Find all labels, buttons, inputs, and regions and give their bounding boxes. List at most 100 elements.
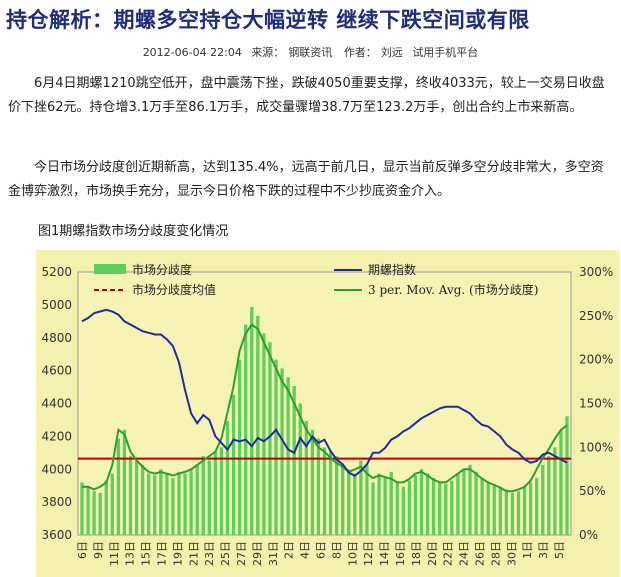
x-tick-label: 20日 [426,541,439,566]
divergence-bar [286,377,290,535]
y-right-tick-label: 200% [579,353,613,367]
mobile-platform-link[interactable]: 试用手机平台 [412,46,479,59]
divergence-chart: 3600 3800 4000 4200 4400 4600 4800 5000 5200 0% 50… [41,262,613,566]
divergence-bar [159,469,163,535]
article-datetime: 2012-06-04 22:04 [142,46,242,59]
legend-label-ma: 3 per. Mov. Avg. (市场分歧度) [368,282,538,297]
legend-label-divergence: 市场分歧度 [132,262,192,277]
price-index-line [81,308,568,477]
article-source: 来源： 钢联资讯 [249,46,334,59]
divergence-bar [153,475,157,535]
divergence-bar [104,480,108,535]
y-left-tick-label: 5200 [41,265,72,279]
divergence-bar [468,464,472,535]
divergence-bar [110,473,114,535]
x-tick-label: 29日 [251,541,264,566]
x-tick-label: 1日 [521,541,534,559]
divergence-bar [334,456,339,535]
divergence-bar [310,429,315,535]
y-left-tick-label: 3800 [41,495,72,509]
x-tick-label: 8日 [330,541,343,559]
divergence-bar [510,492,515,535]
divergence-bar [298,403,302,535]
divergence-bar [413,475,418,535]
x-tick-label: 3日 [537,541,550,559]
divergence-bar [225,421,230,535]
x-tick-label: 22日 [442,541,455,566]
y-right-tick-label: 0% [579,528,598,542]
y-left-tick-label: 4200 [41,429,72,443]
divergence-bar [553,447,557,535]
divergence-bar [171,478,175,535]
x-tick-label: 17日 [156,541,169,566]
article-paragraph: 今日市场分歧度创近期新高，达到135.4%，远高于前几日，显示当前反弹多空分歧非… [8,160,604,199]
divergence-bar [480,478,484,535]
divergence-bar [165,473,169,535]
y-right-tick-label: 100% [579,440,613,454]
source-link[interactable]: 钢联资讯 [288,46,333,59]
divergence-bar [383,478,387,535]
divergence-bar [207,460,211,535]
divergence-bar [147,473,151,535]
divergence-bar [213,451,218,535]
x-tick-label: 27日 [235,541,248,566]
divergence-bar [92,491,96,535]
figure-caption: 图1期螺指数市场分歧度变化情况 [38,224,229,239]
legend-label-price: 期螺指数 [368,262,416,277]
x-tick-label: 31日 [267,541,280,566]
divergence-bar [353,473,357,535]
y-left-tick-label: 4000 [41,462,72,476]
x-tick-label: 6日 [315,541,328,559]
divergence-bar [425,473,430,535]
divergence-bar [316,438,321,535]
x-tick-label: 10日 [346,541,359,566]
x-tick-label: 23日 [203,541,216,566]
divergence-bar [407,480,412,535]
y-left-tick-label: 5000 [41,298,72,312]
x-tick-label: 11日 [108,541,121,566]
divergence-bar [304,421,308,535]
x-tick-label: 12日 [362,541,375,566]
article-author: 作者： 刘远 [342,46,405,59]
divergence-bar [498,486,502,535]
y-right-tick-label: 50% [579,484,606,498]
divergence-bar [541,464,545,535]
divergence-bar [401,486,405,535]
divergence-bar [274,359,278,535]
divergence-bar [328,451,333,535]
x-tick-label: 24日 [458,541,471,566]
divergence-bar [98,492,102,535]
x-tick-label: 15日 [140,541,153,566]
divergence-bar [431,478,436,535]
divergence-bar [122,429,127,535]
x-tick-label: 9日 [92,541,105,559]
moving-avg-line [82,323,568,493]
divergence-bar [183,473,187,535]
divergence-bar [80,482,84,535]
x-tick-label: 13日 [124,541,137,566]
y-right-tick-label: 250% [579,309,613,323]
divergence-bar [219,447,224,535]
divergence-bar [516,491,521,535]
divergence-bar [237,359,242,535]
divergence-bar [438,482,442,535]
y-left-tick-label: 3600 [41,528,72,542]
divergence-bar [462,469,466,535]
y-right-tick-label: 300% [579,265,613,279]
divergence-bar [419,469,424,535]
divergence-bar [486,482,490,535]
x-tick-label: 19日 [171,541,184,566]
divergence-bar [268,342,272,535]
divergence-bar [389,471,393,535]
article-meta: 2012-06-04 22:04 来源： 钢联资讯 作者： 刘远 试用手机平台 [0,44,621,60]
x-tick-label: 16日 [394,541,407,566]
x-tick-label: 25日 [219,541,232,566]
divergence-bar [492,484,496,535]
divergence-bar [365,464,369,535]
divergence-bar [256,315,260,535]
x-tick-label: 21日 [187,541,200,566]
y-left-tick-label: 4400 [41,397,72,411]
divergence-bar [322,447,327,535]
divergence-bar [450,480,454,535]
article-paragraph: 6月4日期螺1210跳空低开，盘中震荡下挫，跌破4050重要支撑，终收4033元… [8,76,605,115]
